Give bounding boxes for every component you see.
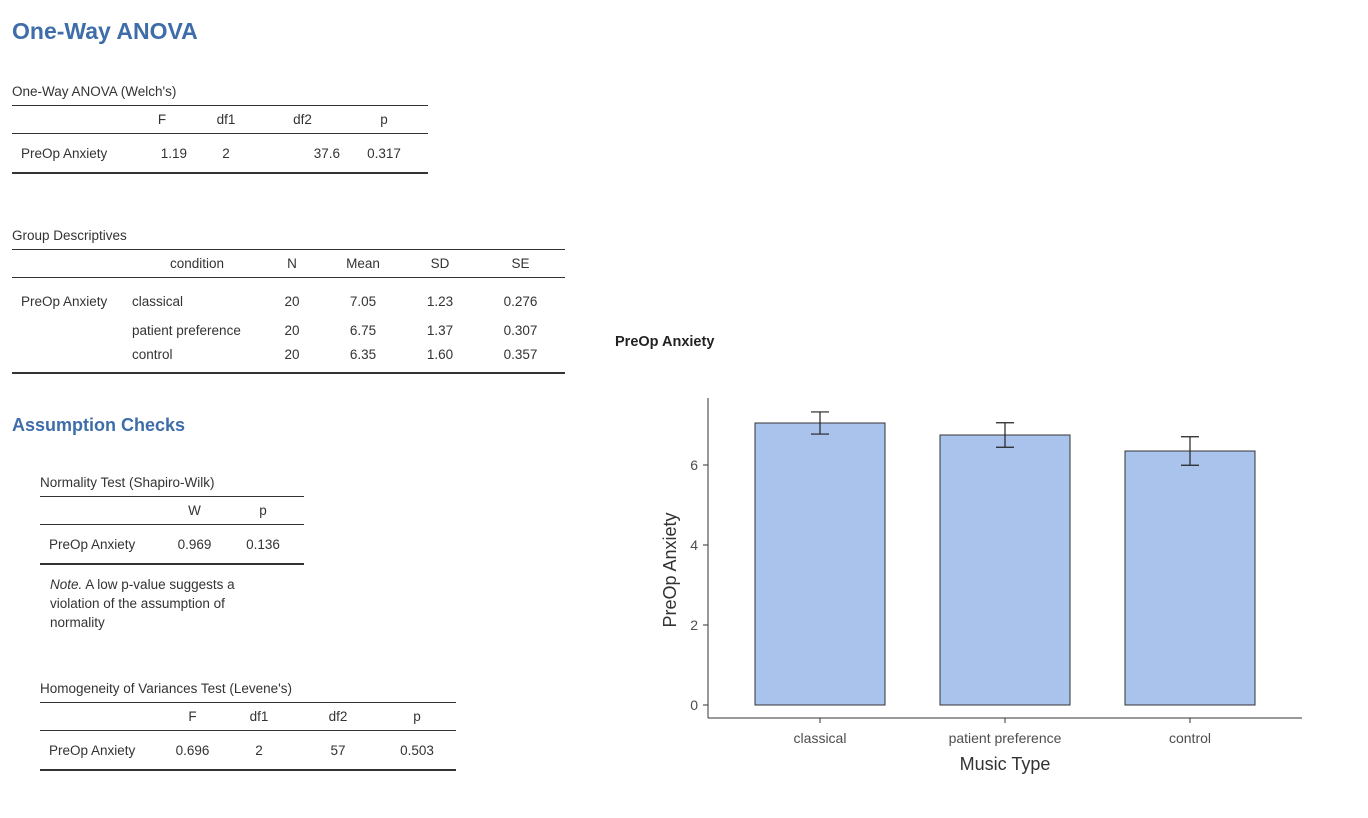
bar — [1124, 450, 1256, 706]
chart-title: PreOp Anxiety — [615, 334, 715, 350]
welch-anova-caption: One-Way ANOVA (Welch's) — [12, 84, 177, 99]
y-axis-label: PreOp Anxiety — [660, 512, 680, 627]
cell-se: 0.276 — [503, 293, 538, 309]
column-header: Mean — [346, 256, 380, 271]
table-row: PreOp Anxiety 1.19 2 37.6 0.317 — [12, 134, 428, 173]
cell-n: 20 — [284, 293, 300, 309]
assumption-checks-heading: Assumption Checks — [12, 415, 186, 435]
page-title: One-Way ANOVA — [12, 18, 198, 44]
row-label: PreOp Anxiety — [21, 293, 108, 309]
cell-df2: 37.6 — [313, 145, 340, 161]
cell-sd: 1.23 — [426, 293, 454, 309]
note-text: A low p-value suggests a violation of th… — [50, 577, 235, 630]
table-row: PreOp Anxiety 0.969 0.136 — [40, 525, 304, 564]
cell-df1: 2 — [222, 145, 230, 161]
column-header: F — [188, 709, 197, 724]
table-row: PreOp Anxiety 0.696 2 57 0.503 — [40, 731, 456, 770]
cell-f: 0.696 — [175, 742, 210, 758]
cell-mean: 6.75 — [349, 322, 377, 338]
row-label: PreOp Anxiety — [21, 145, 108, 161]
levene-test-table: Homogeneity of Variances Test (Levene's)… — [40, 681, 456, 771]
y-tick-label: 0 — [690, 697, 698, 713]
cell-sd: 1.60 — [426, 346, 454, 362]
column-header: p — [413, 709, 421, 724]
column-header: N — [287, 256, 297, 271]
column-header: df1 — [216, 112, 236, 127]
group-descriptives-table: Group Descriptives condition N Mean SD S… — [12, 228, 565, 374]
group-descriptives-caption: Group Descriptives — [12, 228, 127, 243]
x-tick-label: control — [1169, 730, 1211, 746]
cell-condition: classical — [132, 293, 184, 309]
column-header: F — [157, 112, 167, 127]
column-header: df2 — [328, 709, 348, 724]
y-tick-label: 4 — [690, 537, 698, 553]
column-header: df1 — [249, 709, 269, 724]
x-tick-label: patient preference — [949, 730, 1062, 746]
cell-mean: 7.05 — [349, 293, 377, 309]
column-header: p — [259, 503, 267, 518]
bar — [754, 422, 886, 706]
cell-se: 0.307 — [503, 322, 538, 338]
x-tick-label: classical — [794, 730, 847, 746]
table-row: PreOp Anxiety classical 20 7.05 1.23 0.2… — [12, 278, 565, 319]
cell-df2: 57 — [330, 742, 346, 758]
table-row: patient preference 20 6.75 1.37 0.307 — [12, 318, 565, 342]
row-label: PreOp Anxiety — [49, 536, 136, 552]
cell-condition: control — [132, 346, 173, 362]
note-label: Note. — [50, 577, 83, 592]
normality-note: Note. A low p-value suggests a violation… — [50, 575, 270, 632]
column-header: W — [188, 503, 201, 518]
cell-condition: patient preference — [132, 322, 241, 338]
cell-se: 0.357 — [503, 346, 538, 362]
cell-w: 0.969 — [177, 536, 212, 552]
x-axis-label: Music Type — [960, 754, 1051, 774]
bar-chart: 0 2 4 6 classical patient preference control Mu… — [660, 398, 1302, 774]
cell-f: 1.19 — [160, 145, 187, 161]
row-label: PreOp Anxiety — [49, 742, 136, 758]
column-header — [40, 703, 165, 731]
normality-test-table: Normality Test (Shapiro-Wilk) W p PreOp … — [40, 475, 304, 565]
cell-n: 20 — [284, 346, 300, 362]
cell-p: 0.503 — [400, 742, 434, 758]
cell-p: 0.136 — [246, 536, 280, 552]
column-header: SE — [511, 256, 530, 271]
cell-df1: 2 — [255, 742, 263, 758]
cell-n: 20 — [284, 322, 300, 338]
column-header — [12, 250, 132, 278]
table-header-row: W p — [40, 496, 304, 525]
table-header-row: condition N Mean SD SE — [12, 249, 565, 278]
welch-anova-table: One-Way ANOVA (Welch's) F df1 df2 p PreO… — [12, 84, 428, 174]
cell-mean: 6.35 — [349, 346, 377, 362]
cell-p: 0.317 — [367, 145, 401, 161]
table-row: control 20 6.35 1.60 0.357 — [12, 342, 565, 373]
bar — [939, 434, 1071, 706]
column-header — [40, 497, 167, 525]
column-header: p — [380, 112, 388, 127]
table-header-row: F df1 df2 p — [12, 105, 428, 134]
column-header — [12, 106, 137, 134]
levene-test-caption: Homogeneity of Variances Test (Levene's) — [40, 681, 292, 696]
column-header: df2 — [293, 112, 312, 127]
column-header: SD — [430, 256, 450, 271]
column-header: condition — [169, 256, 225, 271]
y-tick-label: 2 — [690, 617, 698, 633]
normality-test-caption: Normality Test (Shapiro-Wilk) — [40, 475, 215, 490]
y-tick-label: 6 — [690, 457, 698, 473]
cell-sd: 1.37 — [426, 322, 454, 338]
table-header-row: F df1 df2 p — [40, 702, 456, 731]
